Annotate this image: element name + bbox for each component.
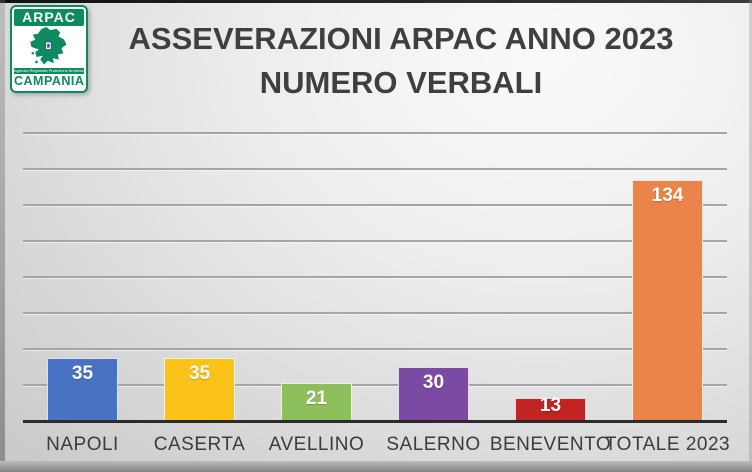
bar-value-label: 134 (651, 185, 684, 206)
category-label: SALERNO (386, 434, 481, 455)
category-label: BENEVENTO (489, 434, 612, 455)
arpac-logo-region: CAMPANIA (14, 74, 85, 88)
chart-title-line1: ASSEVERAZIONI ARPAC ANNO 2023 (128, 21, 674, 56)
bar-value-label: 30 (422, 372, 445, 393)
slide-edge-left (0, 0, 5, 472)
category-label: TOTALE 2023 (604, 434, 731, 455)
bar-caserta: 35 (164, 358, 235, 421)
plot-area: 35 35 21 30 13 134 (23, 132, 727, 423)
bar-totale-2023: 134 (632, 180, 703, 421)
gridline (23, 132, 727, 134)
arpac-logo-title: ARPAC (14, 9, 84, 26)
bar-napoli: 35 (47, 358, 118, 421)
chart-title: ASSEVERAZIONI ARPAC ANNO 2023 NUMERO VER… (60, 17, 742, 105)
slide-edge-bottom (0, 461, 752, 472)
bar-value-label: 13 (539, 395, 562, 416)
gridline (23, 348, 727, 350)
bar-salerno: 30 (398, 367, 469, 421)
gridline (23, 312, 727, 314)
arpac-logo-subtitle: Agenzia Regionale Protezione Ambientale (14, 68, 84, 74)
category-label: CASERTA (153, 434, 246, 455)
gridline (23, 276, 727, 278)
bar-value-label: 21 (305, 388, 328, 409)
category-label: AVELLINO (268, 434, 365, 455)
slide-edge-top (0, 0, 752, 3)
x-axis-line (23, 420, 727, 423)
bar-avellino: 21 (281, 383, 352, 421)
gridline (23, 204, 727, 206)
chart-title-line2: NUMERO VERBALI (259, 65, 543, 100)
bar-value-label: 35 (188, 363, 211, 384)
gridline (23, 240, 727, 242)
gridline (23, 168, 727, 170)
bar-benevento: 13 (515, 395, 586, 421)
campania-map-icon (30, 27, 67, 65)
arpac-logo: ARPAC Agenzia Regionale Protezione Ambie… (10, 5, 88, 93)
bar-value-label: 35 (71, 363, 94, 384)
category-label: NAPOLI (46, 434, 119, 455)
slide-edge-right (749, 0, 752, 472)
gridline (23, 384, 727, 386)
